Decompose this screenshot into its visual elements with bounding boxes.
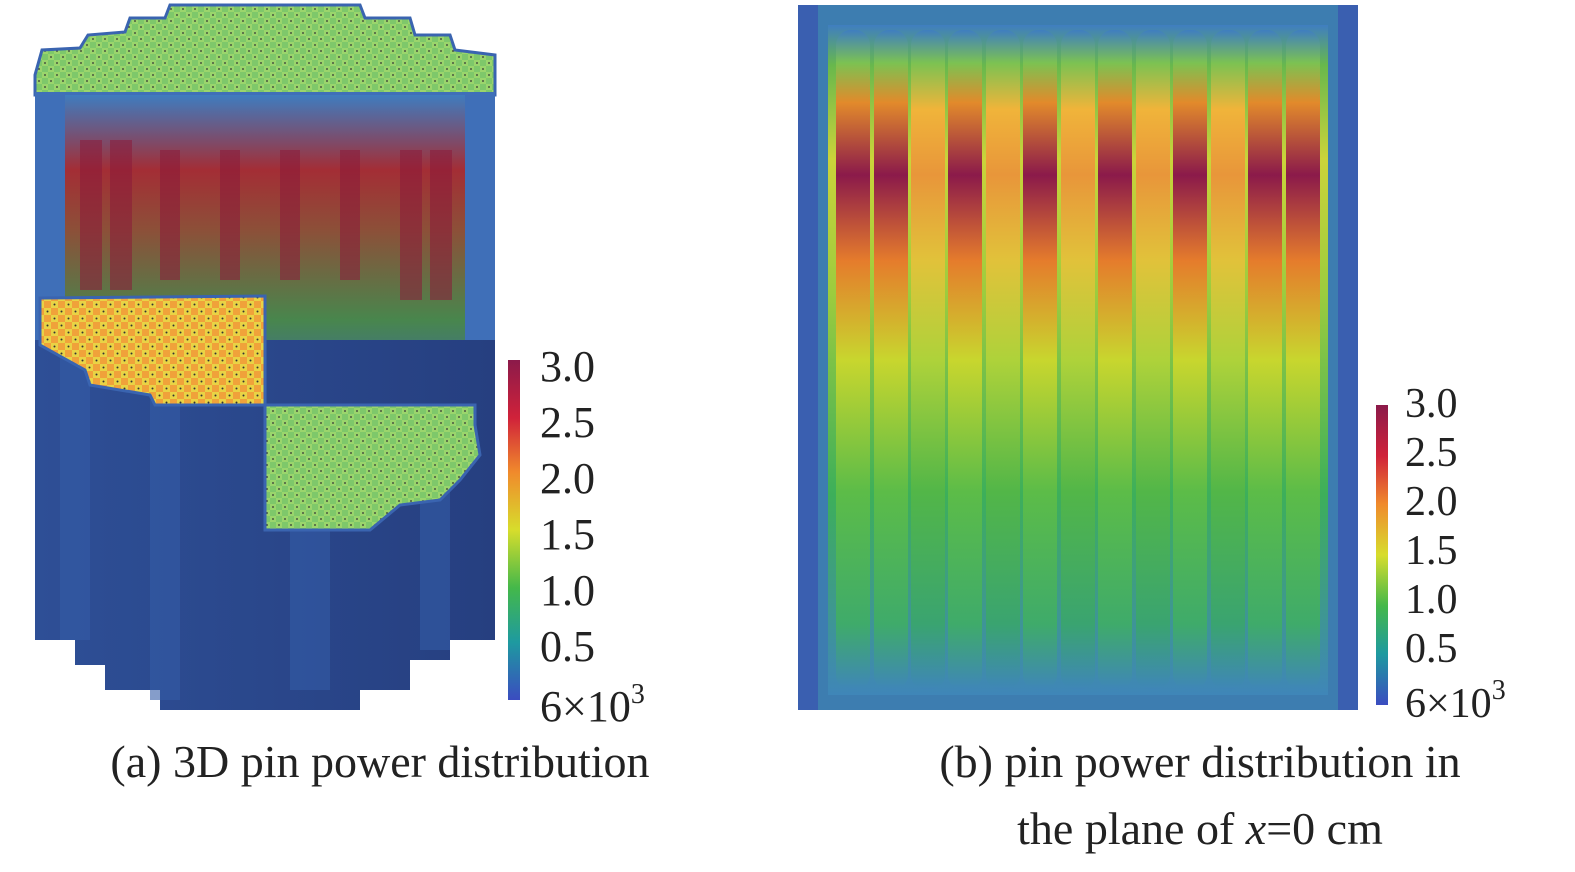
colorbar-b-label-3-0: 3.0 <box>1405 381 1458 427</box>
colorbar-b-label-min: 6×103 <box>1405 675 1506 727</box>
colorbar-b-label-1-0: 1.0 <box>1405 577 1458 623</box>
colorbar-a-label-min: 6×103 <box>540 679 645 731</box>
colorbar-b-labels: 3.0 2.5 2.0 1.5 1.0 0.5 6×103 <box>1405 383 1555 728</box>
colorbar-a-label-1-5: 1.5 <box>540 510 595 559</box>
colorbar-a-label-3-0: 3.0 <box>540 342 595 391</box>
colorbar-a-gradient <box>508 360 520 700</box>
colorbar-b-label-2-0: 2.0 <box>1405 479 1458 525</box>
caption-b-line1: (b) pin power distribution in <box>939 736 1461 787</box>
colorbar-b-label-1-5: 1.5 <box>1405 528 1458 574</box>
panel-b-heatmap <box>798 5 1358 710</box>
colorbar-a-label-2-0: 2.0 <box>540 454 595 503</box>
colorbar-a-label-0-5: 0.5 <box>540 622 595 671</box>
colorbar-b-gradient <box>1376 405 1388 705</box>
caption-a: (a) 3D pin power distribution <box>110 736 650 787</box>
colorbar-a-label-1-0: 1.0 <box>540 566 595 615</box>
colorbar-b-label-0-5: 0.5 <box>1405 626 1458 672</box>
panel-a-3d-render <box>33 3 497 710</box>
colorbar-a-labels: 3.0 2.5 2.0 1.5 1.0 0.5 6×103 <box>540 342 660 729</box>
caption-b-line2: the plane of x=0 cm <box>1017 803 1383 854</box>
colorbar-a-label-2-5: 2.5 <box>540 398 595 447</box>
colorbar-b-label-2-5: 2.5 <box>1405 430 1458 476</box>
